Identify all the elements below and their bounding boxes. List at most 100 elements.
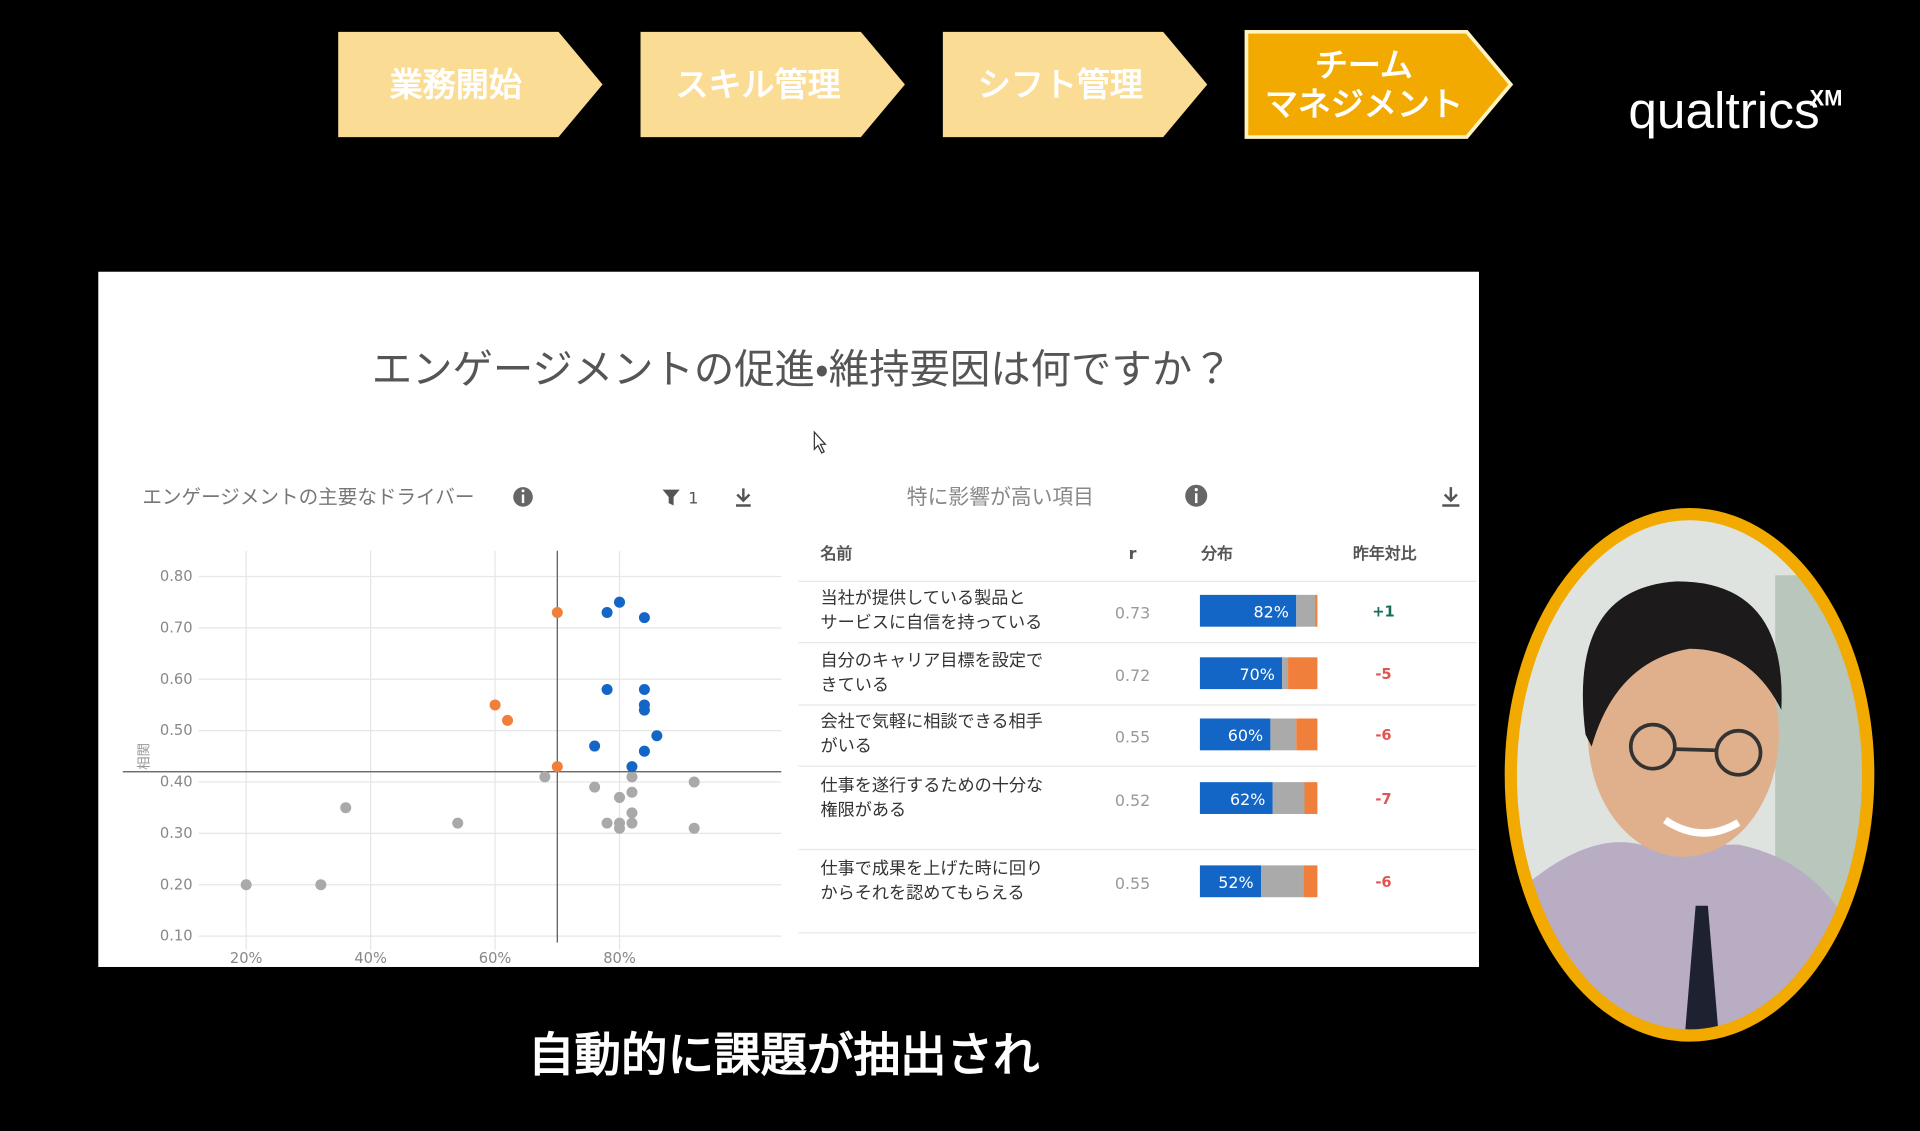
step-label: シフト管理 xyxy=(978,65,1143,104)
point xyxy=(651,730,663,742)
row-name: 仕事で成果を上げた時に回り xyxy=(820,859,1043,879)
point xyxy=(626,786,638,798)
y-tick-label: 0.10 xyxy=(160,928,193,945)
row-change: -5 xyxy=(1375,666,1391,683)
point xyxy=(626,807,638,819)
point xyxy=(638,684,650,696)
download-icon[interactable] xyxy=(736,488,751,507)
distribution-segment xyxy=(1199,865,1262,898)
row-name: 権限がある xyxy=(820,800,906,820)
row-name: 自分のキャリア目標を設定で xyxy=(820,651,1043,671)
right-header: 特に影響が高い項目 xyxy=(907,485,1094,509)
cursor xyxy=(813,430,827,454)
point xyxy=(638,704,650,716)
row-name: からそれを認めてもらえる xyxy=(820,884,1024,904)
point xyxy=(638,745,650,757)
distribution-segment xyxy=(1296,718,1318,751)
point xyxy=(340,802,352,814)
point xyxy=(688,822,700,834)
step-label: 業務開始 xyxy=(390,65,522,104)
distribution-label: 82% xyxy=(1254,603,1289,622)
row-change: -7 xyxy=(1375,791,1391,808)
distribution-segment xyxy=(1199,594,1297,627)
row-change: -6 xyxy=(1375,874,1391,891)
point xyxy=(589,781,601,793)
column-header: 分布 xyxy=(1200,544,1233,563)
info-icon[interactable] xyxy=(513,487,533,507)
distribution-label: 60% xyxy=(1228,726,1263,745)
point xyxy=(638,612,650,624)
point xyxy=(489,699,501,711)
y-tick-label: 0.80 xyxy=(160,568,193,585)
step-chevron[interactable] xyxy=(338,31,603,138)
y-tick-label: 0.40 xyxy=(160,774,193,791)
point xyxy=(589,740,601,752)
point xyxy=(452,817,464,829)
step-chevron[interactable] xyxy=(1244,29,1514,139)
point xyxy=(626,817,638,829)
x-tick-label: 80% xyxy=(603,950,636,967)
download-icon[interactable] xyxy=(1442,487,1460,507)
distribution-segment xyxy=(1270,718,1297,751)
point xyxy=(551,606,563,618)
point xyxy=(614,596,626,608)
step-chevron[interactable] xyxy=(640,31,905,138)
x-tick-label: 60% xyxy=(479,950,512,967)
point xyxy=(551,761,563,773)
y-tick-label: 0.60 xyxy=(160,671,193,688)
step-label: チーム xyxy=(1315,45,1413,84)
x-tick-label: 40% xyxy=(354,950,387,967)
y-axis-label: 相関 xyxy=(136,743,152,770)
caption: 自動的に課題が抽出され xyxy=(528,1028,1040,1082)
y-tick-label: 0.70 xyxy=(160,619,193,636)
distribution-segment xyxy=(1261,865,1304,898)
step-chevron[interactable] xyxy=(942,31,1208,138)
point xyxy=(614,791,626,803)
row-r: 0.55 xyxy=(1115,727,1150,746)
y-tick-label: 0.30 xyxy=(160,825,193,842)
distribution-label: 52% xyxy=(1218,873,1253,892)
point xyxy=(688,776,700,788)
y-tick-label: 0.50 xyxy=(160,722,193,739)
row-name: がいる xyxy=(820,737,871,757)
point xyxy=(614,822,626,834)
row-name: 当社が提供している製品と xyxy=(820,589,1025,609)
row-r: 0.55 xyxy=(1115,874,1150,893)
left-header: エンゲージメントの主要なドライバー xyxy=(142,485,474,508)
column-header: 昨年対比 xyxy=(1353,544,1417,563)
step-label: マネジメント xyxy=(1265,85,1463,124)
row-name: サービスに自信を持っている xyxy=(820,613,1042,633)
column-header: 名前 xyxy=(819,544,852,563)
distribution-segment xyxy=(1199,782,1273,814)
distribution-segment xyxy=(1288,657,1318,690)
info-icon[interactable] xyxy=(1185,484,1208,507)
row-r: 0.73 xyxy=(1115,604,1150,623)
point xyxy=(240,879,252,891)
distribution-segment xyxy=(1199,718,1271,751)
dashboard-title: エンゲージメントの促進・維持要因は何ですか？ xyxy=(372,346,1233,393)
point xyxy=(601,606,613,618)
point xyxy=(601,817,613,829)
filter-icon[interactable] xyxy=(662,489,680,506)
row-r: 0.72 xyxy=(1115,666,1150,685)
row-name: 仕事を遂行するための十分な xyxy=(820,776,1043,796)
scatter-chart: 20% 40% 60% 80% 0.10 0.20 0.30 0.40 0.50 0.60 0.70… xyxy=(122,550,782,967)
distribution-segment xyxy=(1303,865,1318,898)
x-tick-label: 20% xyxy=(230,950,263,967)
logo-mark: XM xyxy=(1809,85,1842,110)
distribution-segment xyxy=(1282,657,1289,690)
filter-count: 1 xyxy=(688,489,698,508)
distribution-segment xyxy=(1296,594,1316,627)
point xyxy=(626,771,638,783)
distribution-segment xyxy=(1315,594,1318,627)
row-name: きている xyxy=(820,675,889,695)
distribution-segment xyxy=(1199,657,1283,690)
step-label: スキル管理 xyxy=(675,65,840,104)
point xyxy=(502,714,514,726)
row-change: +1 xyxy=(1372,604,1395,621)
row-r: 0.52 xyxy=(1115,791,1150,810)
